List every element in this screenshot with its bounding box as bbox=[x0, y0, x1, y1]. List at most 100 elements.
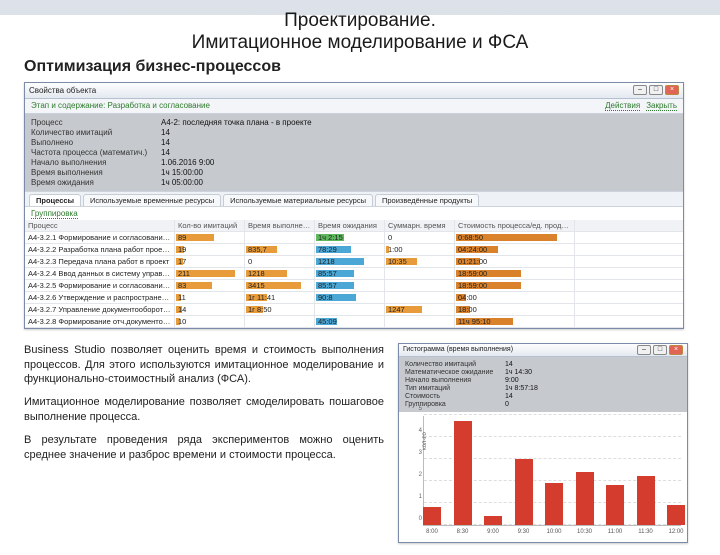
detail-value: 14 bbox=[161, 148, 677, 157]
ytick-label: 1 bbox=[406, 494, 422, 500]
hist-detail-label: Количество имитаций bbox=[405, 361, 505, 368]
table-row[interactable]: А4-3.2.8 Формирование отч.документов...1… bbox=[25, 316, 683, 328]
column-header[interactable]: Время ожидания bbox=[315, 220, 385, 231]
histogram-window: Гистограмма (время выполнения) – □ × Кол… bbox=[398, 343, 688, 543]
hist-detail-value: 14 bbox=[505, 393, 681, 400]
histogram-titlebar[interactable]: Гистограмма (время выполнения) – □ × bbox=[399, 344, 687, 357]
table-cell: 0:68:50 bbox=[455, 232, 575, 243]
table-cell: 01:21:00 bbox=[455, 256, 575, 267]
table-cell: 1г 8:50 bbox=[245, 304, 315, 315]
description-paragraph: Имитационное моделирование позволяет смо… bbox=[24, 395, 384, 425]
main-titlebar[interactable]: Свойства объекта – □ × bbox=[25, 83, 683, 99]
column-header[interactable]: Суммарн. время bbox=[385, 220, 455, 231]
table-cell: 11ч 95:10 bbox=[455, 316, 575, 327]
maximize-button[interactable]: □ bbox=[649, 85, 663, 95]
table-cell: А4-3.2.1 Формирование и согласование раб… bbox=[25, 232, 175, 243]
process-table: ПроцессКол-во имитацийВремя выполненияВр… bbox=[25, 220, 683, 328]
detail-value: 1ч 15:00:00 bbox=[161, 168, 677, 177]
ytick-label: 5 bbox=[406, 406, 422, 412]
detail-label: Выполнено bbox=[31, 138, 161, 147]
hist-detail-label: Тип имитаций bbox=[405, 385, 505, 392]
column-header[interactable]: Кол-во имитаций bbox=[175, 220, 245, 231]
table-cell: 18:59:00 bbox=[455, 280, 575, 291]
detail-value: А4-2: последняя точка плана - в проекте bbox=[161, 118, 677, 127]
subtab-strip: ПроцессыИспользуемые временные ресурсыИс… bbox=[25, 191, 683, 207]
detail-label: Количество имитаций bbox=[31, 128, 161, 137]
table-cell: А4-3.2.5 Формирование и согласование... bbox=[25, 280, 175, 291]
table-cell: 835,7 bbox=[245, 244, 315, 255]
table-row[interactable]: А4-3.2.5 Формирование и согласование... 8… bbox=[25, 280, 683, 292]
table-row[interactable]: А4-3.2.6 Утверждение и распространение..… bbox=[25, 292, 683, 304]
table-cell: А4-3.2.7 Управление документооборотом... bbox=[25, 304, 175, 315]
hist-close-button[interactable]: × bbox=[669, 345, 683, 355]
table-row[interactable]: А4-3.2.4 Ввод данных в систему управлен.… bbox=[25, 268, 683, 280]
table-cell: 85:57 bbox=[315, 280, 385, 291]
subtab[interactable]: Произведённые продукты bbox=[375, 194, 479, 206]
chart-bar bbox=[667, 505, 685, 525]
close-button[interactable]: × bbox=[665, 85, 679, 95]
details-panel: ПроцессА4-2: последняя точка плана - в п… bbox=[25, 114, 683, 191]
minimize-button[interactable]: – bbox=[633, 85, 647, 95]
detail-value: 1ч 05:00:00 bbox=[161, 178, 677, 187]
table-cell: 1ч 2:15 bbox=[315, 232, 385, 243]
table-cell: 14 bbox=[175, 304, 245, 315]
detail-label: Процесс bbox=[31, 118, 161, 127]
ytick-label: 4 bbox=[406, 428, 422, 434]
table-row[interactable]: А4-3.2.3 Передача плана работ в проект17… bbox=[25, 256, 683, 268]
table-cell: 1:00 bbox=[385, 244, 455, 255]
table-cell: 04:00 bbox=[455, 292, 575, 303]
hist-maximize-button[interactable]: □ bbox=[653, 345, 667, 355]
hist-detail-value: 1ч 14:30 bbox=[505, 369, 681, 376]
chart-bar bbox=[545, 483, 563, 525]
table-cell: 10:35 bbox=[385, 256, 455, 267]
close-link[interactable]: Закрыть bbox=[646, 101, 677, 111]
xtick-label: 12:00 bbox=[661, 529, 691, 535]
table-cell bbox=[385, 268, 455, 279]
xtick-label: 11:30 bbox=[631, 529, 661, 535]
column-header[interactable]: Процесс bbox=[25, 220, 175, 231]
table-row[interactable]: А4-3.2.1 Формирование и согласование раб… bbox=[25, 232, 683, 244]
chart-bar bbox=[576, 472, 594, 525]
hist-minimize-button[interactable]: – bbox=[637, 345, 651, 355]
main-toolbar: Этап и содержание: Разработка и согласов… bbox=[25, 99, 683, 114]
table-row[interactable]: А4-3.2.7 Управление документооборотом...… bbox=[25, 304, 683, 316]
histogram-details: Количество имитаций 14 Математическое ожид… bbox=[399, 357, 687, 412]
table-cell: 19 bbox=[175, 244, 245, 255]
column-header[interactable]: Стоимость процесса/ед. продукции bbox=[455, 220, 575, 231]
hist-detail-label: Математическое ожидание bbox=[405, 369, 505, 376]
subtab[interactable]: Используемые материальные ресурсы bbox=[223, 194, 373, 206]
table-cell: 211 bbox=[175, 268, 245, 279]
table-cell: А4-3.2.2 Разработка плана работ проекта bbox=[25, 244, 175, 255]
xtick-label: 9:30 bbox=[509, 529, 539, 535]
actions-link[interactable]: Действия bbox=[605, 101, 640, 111]
detail-label: Время выполнения bbox=[31, 168, 161, 177]
subtab[interactable]: Процессы bbox=[29, 194, 81, 206]
histogram-chart: кол-во 0123458:008:309:009:3010:0010:301… bbox=[423, 416, 681, 526]
xtick-label: 11:00 bbox=[600, 529, 630, 535]
toolbar-header-strip: Этап и содержание: Разработка и согласов… bbox=[31, 101, 210, 111]
table-cell: 10 bbox=[175, 316, 245, 327]
chart-bar bbox=[484, 516, 502, 525]
subtab[interactable]: Используемые временные ресурсы bbox=[83, 194, 221, 206]
table-cell: 89 bbox=[175, 232, 245, 243]
slide-subtitle: Оптимизация бизнес-процессов bbox=[24, 58, 696, 76]
hist-detail-value: 9:00 bbox=[505, 377, 681, 384]
detail-value: 1.06.2016 9:00 bbox=[161, 158, 677, 167]
table-cell bbox=[385, 316, 455, 327]
table-row[interactable]: А4-3.2.2 Разработка плана работ проекта1… bbox=[25, 244, 683, 256]
title-line2: Имитационное моделирование и ФСА bbox=[192, 32, 529, 53]
table-cell: 18:59:00 bbox=[455, 268, 575, 279]
table-cell: 3415 bbox=[245, 280, 315, 291]
table-header-row: ПроцессКол-во имитацийВремя выполненияВр… bbox=[25, 220, 683, 232]
chart-bar bbox=[454, 421, 472, 524]
title-line1: Проектирование. bbox=[284, 10, 436, 31]
table-cell bbox=[315, 304, 385, 315]
table-cell: 78:29 bbox=[315, 244, 385, 255]
histogram-window-title: Гистограмма (время выполнения) bbox=[403, 346, 513, 353]
column-header[interactable]: Время выполнения bbox=[245, 220, 315, 231]
table-cell: 1218 bbox=[245, 268, 315, 279]
description-paragraph: Business Studio позволяет оценить время … bbox=[24, 343, 384, 388]
table-cell: 1247 bbox=[385, 304, 455, 315]
chart-bar bbox=[515, 459, 533, 525]
grouping-link[interactable]: Группировка bbox=[31, 209, 78, 219]
